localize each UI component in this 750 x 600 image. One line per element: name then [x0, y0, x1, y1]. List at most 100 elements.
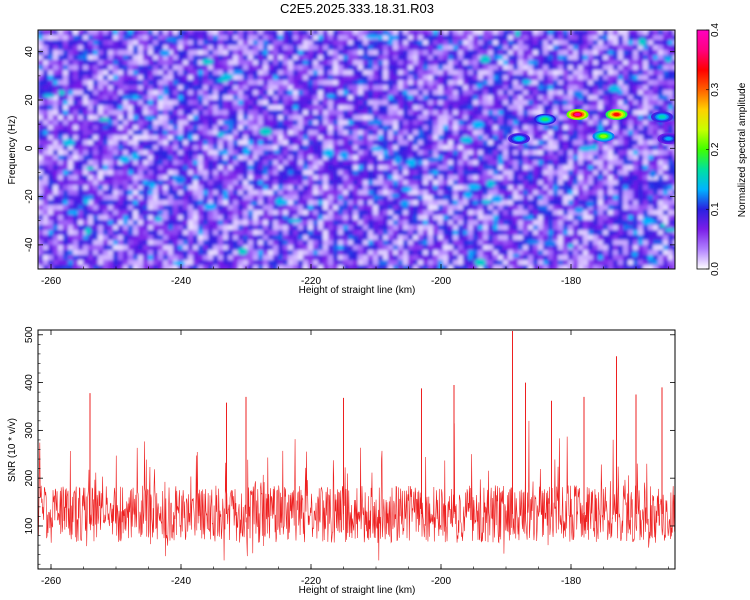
heatmap-cell: [403, 205, 409, 211]
heatmap-cell: [608, 80, 614, 86]
heatmap-cell: [313, 185, 319, 191]
heatmap-cell: [213, 30, 219, 36]
heatmap-cell: [233, 115, 239, 121]
heatmap-cell: [128, 115, 134, 121]
heatmap-cell: [413, 165, 419, 171]
heatmap-cell: [178, 85, 184, 91]
heatmap-cell: [248, 135, 254, 141]
heatmap-cell: [293, 185, 299, 191]
heatmap-cell: [158, 135, 164, 141]
heatmap-cell: [553, 100, 559, 106]
heatmap-cell: [73, 65, 79, 71]
heatmap-cell: [448, 95, 454, 101]
heatmap-cell: [133, 105, 139, 111]
heatmap-cell: [533, 195, 539, 201]
heatmap-cell: [353, 155, 359, 161]
heatmap-cell: [623, 135, 629, 141]
heatmap-cell: [283, 65, 289, 71]
heatmap-cell: [548, 110, 554, 116]
heatmap-cell: [433, 125, 439, 131]
heatmap-cell: [78, 130, 84, 136]
heatmap-cell: [533, 150, 539, 156]
heatmap-cell: [88, 145, 94, 151]
heatmap-cell: [628, 200, 634, 206]
heatmap-cell: [208, 135, 214, 141]
heatmap-cell: [443, 150, 449, 156]
heatmap-cell: [543, 85, 549, 91]
heatmap-cell: [258, 125, 264, 131]
heatmap-cell: [333, 75, 339, 81]
heatmap-cell: [613, 100, 619, 106]
heatmap-cell: [573, 35, 579, 41]
heatmap-cell: [408, 75, 414, 81]
heatmap-cell: [603, 220, 609, 226]
heatmap-cell: [673, 70, 675, 76]
heatmap-cell: [178, 215, 184, 221]
heatmap-cell: [83, 35, 89, 41]
heatmap-cell: [608, 220, 614, 226]
heatmap-cell: [388, 185, 394, 191]
heatmap-cell: [173, 95, 179, 101]
heatmap-cell: [128, 150, 134, 156]
heatmap-cell: [318, 210, 324, 216]
heatmap-cell: [303, 95, 309, 101]
heatmap-cell: [98, 90, 104, 96]
heatmap-cell: [58, 170, 64, 176]
heatmap-cell: [613, 165, 619, 171]
heatmap-cell: [98, 150, 104, 156]
heatmap-cell: [148, 50, 154, 56]
heatmap-cell: [413, 145, 419, 151]
heatmap-cell: [658, 105, 664, 111]
heatmap-cell: [143, 220, 149, 226]
heatmap-cell: [88, 210, 94, 216]
heatmap-cell: [628, 150, 634, 156]
heatmap-cell: [558, 115, 564, 121]
heatmap-cell: [188, 55, 194, 61]
heatmap-cell: [83, 150, 89, 156]
heatmap-cell: [348, 160, 354, 166]
heatmap-cell: [518, 215, 524, 221]
heatmap-cell: [423, 150, 429, 156]
heatmap-cell: [453, 105, 459, 111]
heatmap-cell: [353, 135, 359, 141]
heatmap-cell: [473, 200, 479, 206]
heatmap-cell: [38, 125, 44, 131]
heatmap-cell: [333, 200, 339, 206]
heatmap-cell: [453, 100, 459, 106]
heatmap-cell: [218, 150, 224, 156]
heatmap-cell: [393, 50, 399, 56]
heatmap-cell: [163, 100, 169, 106]
heatmap-cell: [653, 100, 659, 106]
heatmap-cell: [208, 85, 214, 91]
heatmap-cell: [168, 140, 174, 146]
heatmap-cell: [648, 180, 654, 186]
heatmap-cell: [378, 215, 384, 221]
heatmap-cell: [93, 30, 99, 36]
heatmap-cell: [673, 220, 675, 226]
heatmap-cell: [128, 165, 134, 171]
heatmap-cell: [523, 220, 529, 226]
heatmap-cell: [398, 95, 404, 101]
heatmap-cell: [73, 150, 79, 156]
heatmap-cell: [218, 70, 224, 76]
heatmap-cell: [488, 135, 494, 141]
heatmap-cell: [83, 130, 89, 136]
heatmap-cell: [673, 40, 675, 46]
heatmap-cell: [668, 215, 674, 221]
heatmap-cell: [68, 185, 74, 191]
heatmap-cell: [443, 30, 449, 36]
heatmap-cell: [223, 115, 229, 121]
heatmap-cell: [158, 115, 164, 121]
heatmap-cell: [543, 35, 549, 41]
heatmap-cell: [558, 55, 564, 61]
heatmap-cell: [228, 175, 234, 181]
heatmap-cell: [508, 70, 514, 76]
heatmap-cell: [148, 80, 154, 86]
heatmap-cell: [138, 210, 144, 216]
heatmap-cell: [288, 55, 294, 61]
heatmap-cell: [363, 120, 369, 126]
heatmap-cell: [258, 200, 264, 206]
heatmap-cell: [183, 100, 189, 106]
heatmap-cell: [458, 185, 464, 191]
heatmap-cell: [453, 95, 459, 101]
